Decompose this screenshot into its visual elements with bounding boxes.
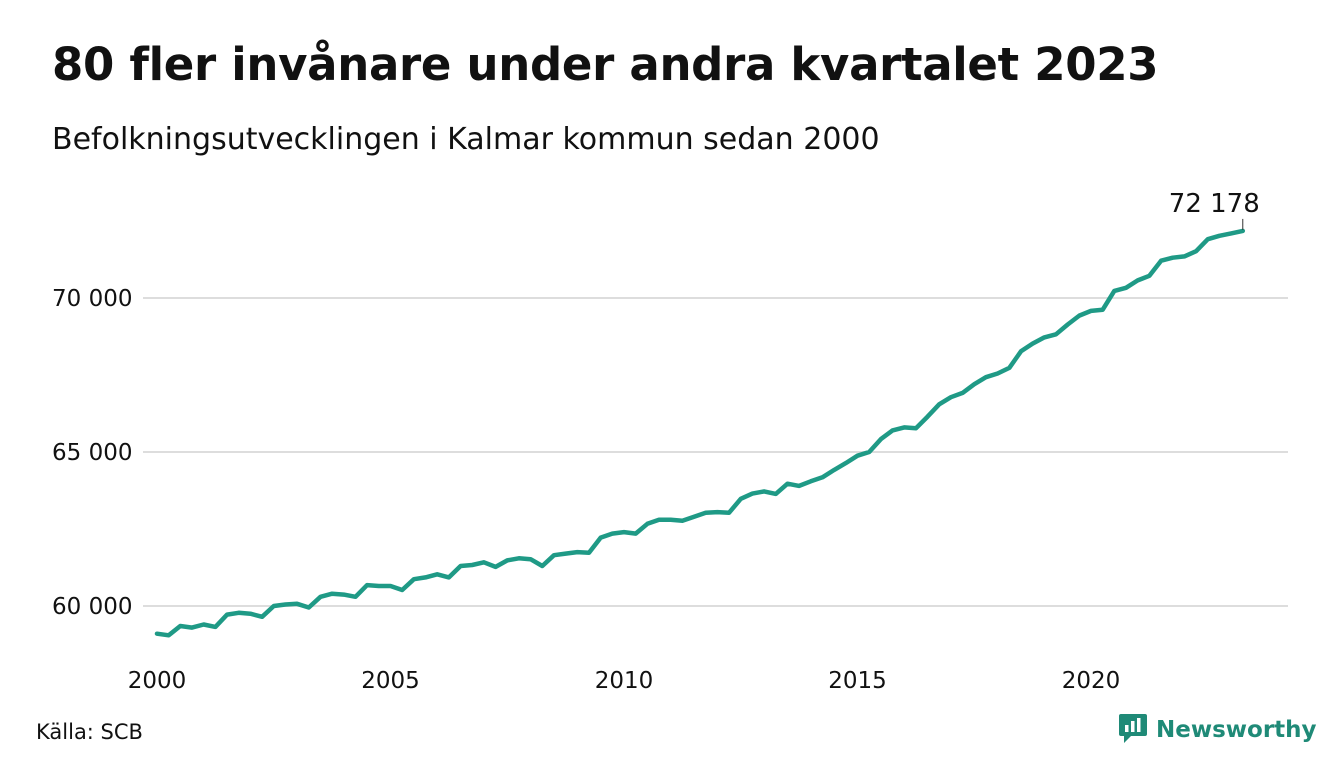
- y-tick-label: 70 000: [52, 286, 132, 312]
- chart-subtitle: Befolkningsutvecklingen i Kalmar kommun …: [52, 122, 880, 157]
- x-tick-label: 2000: [128, 668, 187, 694]
- end-value-label: 72 178: [1169, 189, 1260, 219]
- series-layer: [154, 228, 1246, 638]
- x-axis-ticks: 2000 2005 2010 2015 2020: [128, 668, 1121, 694]
- series-line: [154, 228, 1246, 638]
- chart-title: 80 fler invånare under andra kvartalet 2…: [52, 38, 1159, 91]
- grid-lines: [143, 297, 1288, 607]
- y-axis-ticks: 60 000 65 000 70 000: [52, 286, 132, 620]
- x-tick-label: 2020: [1062, 668, 1121, 694]
- end-annotation: 72 178: [1169, 189, 1260, 230]
- brand-logo[interactable]: Newsworthy: [1118, 712, 1317, 748]
- x-tick-label: 2010: [595, 668, 654, 694]
- x-tick-label: 2015: [828, 668, 887, 694]
- brand-name: Newsworthy: [1156, 717, 1317, 743]
- y-tick-label: 65 000: [52, 440, 132, 466]
- y-tick-label: 60 000: [52, 594, 132, 620]
- x-tick-label: 2005: [361, 668, 420, 694]
- newsworthy-logo-icon: [1118, 712, 1148, 748]
- source-note: Källa: SCB: [36, 720, 143, 744]
